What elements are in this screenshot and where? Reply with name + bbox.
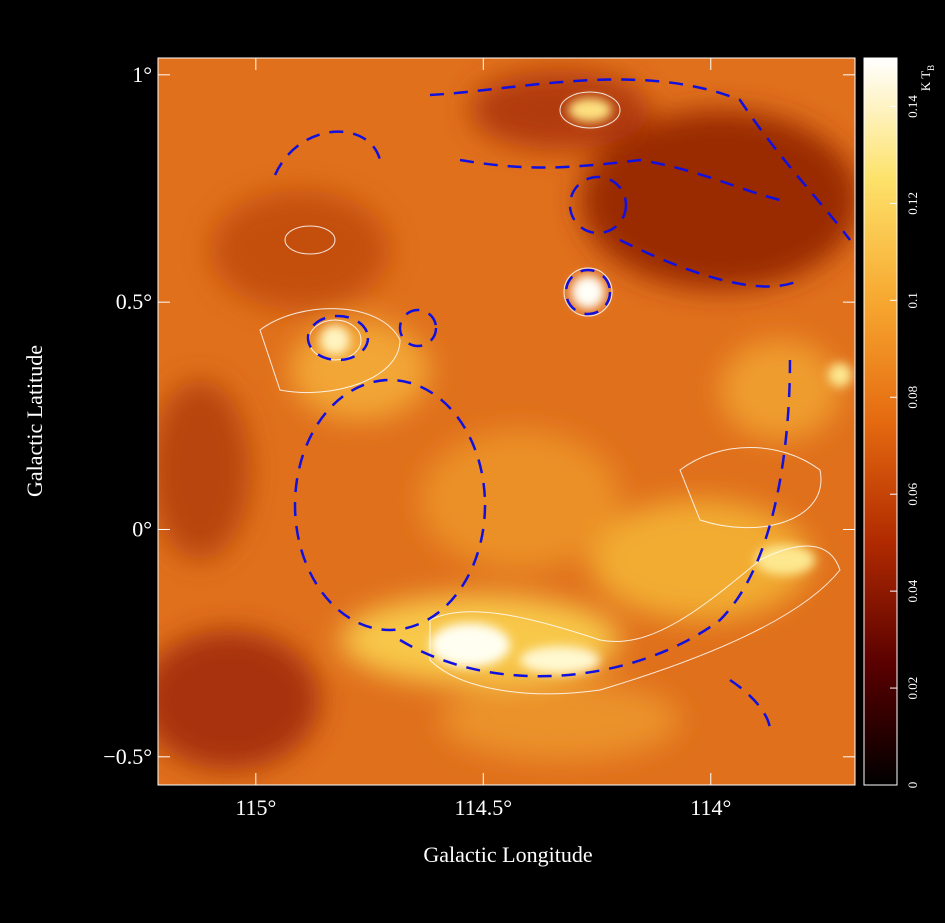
x-axis-label: Galactic Longitude [423, 842, 592, 867]
colorbar-tick-label: 0.12 [905, 192, 920, 215]
colorbar-tick-label: 0.14 [905, 95, 920, 118]
y-axis-label: Galactic Latitude [22, 345, 47, 497]
colorbar-tick-label: 0.06 [905, 482, 920, 505]
y-tick-label: −0.5° [103, 744, 152, 769]
x-tick-label: 114.5° [455, 795, 512, 820]
chart: Galactic Longitude Galactic Latitude K T… [0, 0, 945, 918]
y-tick-label: 0° [132, 516, 152, 541]
colorbar [864, 58, 897, 785]
colorbar-tick-label: 0.08 [905, 386, 920, 409]
colorbar-tick-label: 0.04 [905, 579, 920, 602]
page: {"chart_data": {"type": "heatmap", "xlab… [0, 0, 945, 918]
colorbar-label: K TB [918, 65, 936, 91]
y-tick-label: 1° [132, 62, 152, 87]
x-tick-label: 114° [690, 795, 731, 820]
colorbar-tick-label: 0.02 [905, 677, 920, 700]
x-tick-label: 115° [235, 795, 276, 820]
colorbar-tick-label: 0.1 [905, 292, 920, 308]
y-tick-label: 0.5° [116, 289, 152, 314]
colorbar-label-sub: B [926, 65, 936, 71]
colorbar-label-main: K T [918, 71, 933, 91]
colorbar-tick-label: 0 [905, 782, 920, 789]
map-image [140, 58, 860, 785]
